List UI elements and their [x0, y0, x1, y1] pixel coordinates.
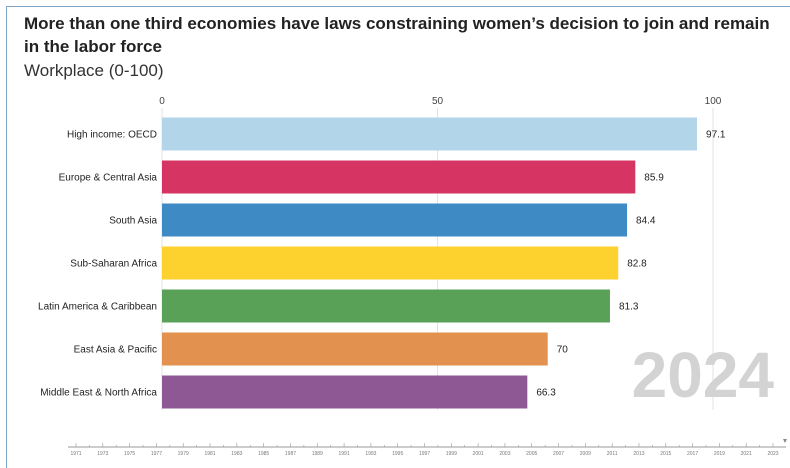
chart-subtitle: Workplace (0-100)	[24, 61, 164, 80]
bar[interactable]	[162, 203, 628, 237]
value-label: 70	[557, 345, 569, 356]
bars: High income: OECD 97.1 Europe & Central As…	[38, 117, 726, 409]
timeline-year-label[interactable]: 1997	[419, 451, 430, 457]
timeline-year-label[interactable]: 1983	[231, 451, 242, 457]
timeline-year-label[interactable]: 2021	[741, 451, 752, 457]
timeline-year-label[interactable]: 2013	[633, 451, 644, 457]
timeline-handle-icon[interactable]	[783, 439, 787, 443]
bar[interactable]	[162, 332, 548, 366]
timeline-year-label[interactable]: 1971	[70, 451, 81, 457]
timeline-year-label[interactable]: 1973	[97, 451, 108, 457]
bar[interactable]	[162, 160, 636, 194]
bar[interactable]	[162, 117, 698, 151]
bar[interactable]	[162, 246, 619, 280]
value-label: 66.3	[536, 388, 556, 399]
category-label: Europe & Central Asia	[59, 173, 158, 184]
timeline-year-label[interactable]: 2009	[580, 451, 591, 457]
bar[interactable]	[162, 375, 528, 409]
value-label: 81.3	[619, 302, 639, 313]
category-label: East Asia & Pacific	[74, 345, 157, 356]
timeline-year-label[interactable]: 1989	[312, 451, 323, 457]
timeline-year-label[interactable]: 1991	[339, 451, 350, 457]
timeline-year-label[interactable]: 2015	[660, 451, 671, 457]
timeline-year-label[interactable]: 2023	[767, 451, 778, 457]
timeline-year-label[interactable]: 2003	[499, 451, 510, 457]
year-timeline[interactable]: 1971 1973 1975 1977 1979 1981 1983 1985 1987 1989…	[68, 439, 787, 457]
timeline-year-label[interactable]: 2007	[553, 451, 564, 457]
timeline-year-label[interactable]: 2017	[687, 451, 698, 457]
value-label: 84.4	[636, 216, 656, 227]
timeline-year-label[interactable]: 1993	[365, 451, 376, 457]
category-label: High income: OECD	[67, 130, 157, 141]
value-label: 97.1	[706, 130, 726, 141]
timeline-year-label[interactable]: 1977	[151, 451, 162, 457]
timeline-year-label[interactable]: 2011	[607, 451, 618, 457]
category-label: Latin America & Caribbean	[38, 302, 157, 313]
x-tick-label: 50	[432, 96, 444, 107]
timeline-year-label[interactable]: 1979	[178, 451, 189, 457]
timeline-year-label[interactable]: 1987	[285, 451, 296, 457]
timeline-year-label[interactable]: 2019	[714, 451, 725, 457]
category-label: South Asia	[109, 216, 157, 227]
category-label: Sub-Saharan Africa	[70, 259, 157, 270]
category-label: Middle East & North Africa	[40, 388, 157, 399]
timeline-year-label[interactable]: 1995	[392, 451, 403, 457]
chart-frame	[6, 6, 790, 468]
timeline-year-label[interactable]: 2001	[473, 451, 484, 457]
value-label: 85.9	[644, 173, 664, 184]
x-tick-label: 100	[705, 96, 722, 107]
timeline-year-label[interactable]: 1985	[258, 451, 269, 457]
chart-title: More than one third economies have laws …	[24, 14, 770, 56]
bar[interactable]	[162, 289, 610, 323]
x-tick-label: 0	[159, 96, 165, 107]
value-label: 82.8	[627, 259, 647, 270]
year-watermark: 2024	[632, 339, 775, 411]
timeline-year-label[interactable]: 1975	[124, 451, 135, 457]
timeline-year-label[interactable]: 1999	[446, 451, 457, 457]
timeline-year-label[interactable]: 1981	[204, 451, 215, 457]
timeline-year-label[interactable]: 2005	[526, 451, 537, 457]
